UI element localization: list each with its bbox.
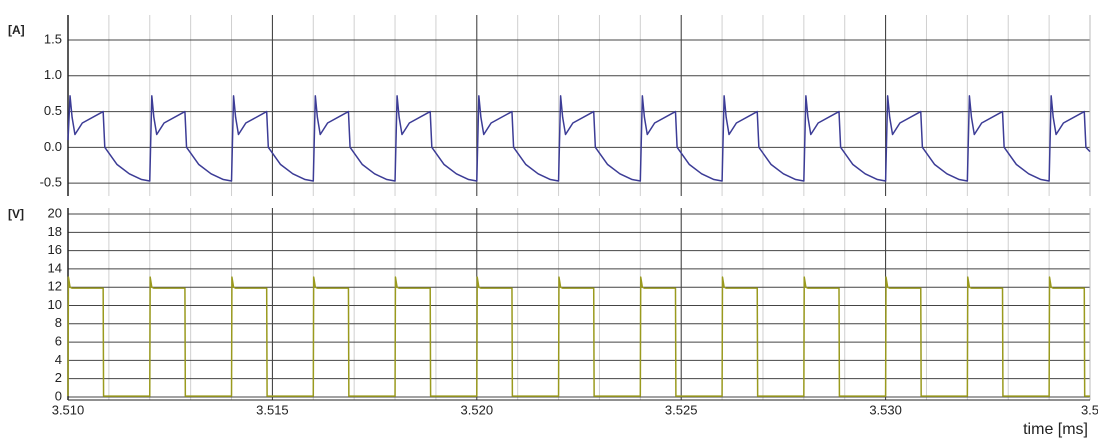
- y-tick-label: 1.5: [44, 31, 62, 46]
- y-tick-label: 0: [55, 388, 62, 403]
- y-tick-label: 6: [55, 334, 62, 349]
- x-tick-label: 3.530: [869, 402, 902, 417]
- x-tick-label: 3.515: [256, 402, 289, 417]
- signal-line: [67, 276, 1090, 397]
- y-tick-label: 1.0: [44, 67, 62, 82]
- y-tick-label: 8: [55, 315, 62, 330]
- y-tick-label: 18: [48, 224, 62, 239]
- y-tick-label: 0.0: [44, 139, 62, 154]
- y-tick-label: 20: [48, 205, 62, 220]
- y-tick-label: 16: [48, 242, 62, 257]
- x-axis-label: time [ms]: [1023, 421, 1088, 438]
- x-tick-label: 3.520: [461, 402, 494, 417]
- y-tick-label: 4: [55, 352, 62, 367]
- x-tick-label: 3.510: [52, 402, 85, 417]
- y-axis-label: [V]: [8, 207, 24, 221]
- y-tick-label: 0.5: [44, 103, 62, 118]
- x-tick-label: 3.5: [1081, 402, 1098, 417]
- y-axis-label: [A]: [8, 23, 25, 37]
- signal-line: [67, 95, 1091, 182]
- y-tick-label: 2: [55, 370, 62, 385]
- y-tick-label: 12: [48, 279, 62, 294]
- y-tick-label: 14: [48, 260, 62, 275]
- y-tick-label: 10: [48, 297, 62, 312]
- x-tick-label: 3.525: [665, 402, 698, 417]
- y-tick-label: -0.5: [40, 175, 62, 190]
